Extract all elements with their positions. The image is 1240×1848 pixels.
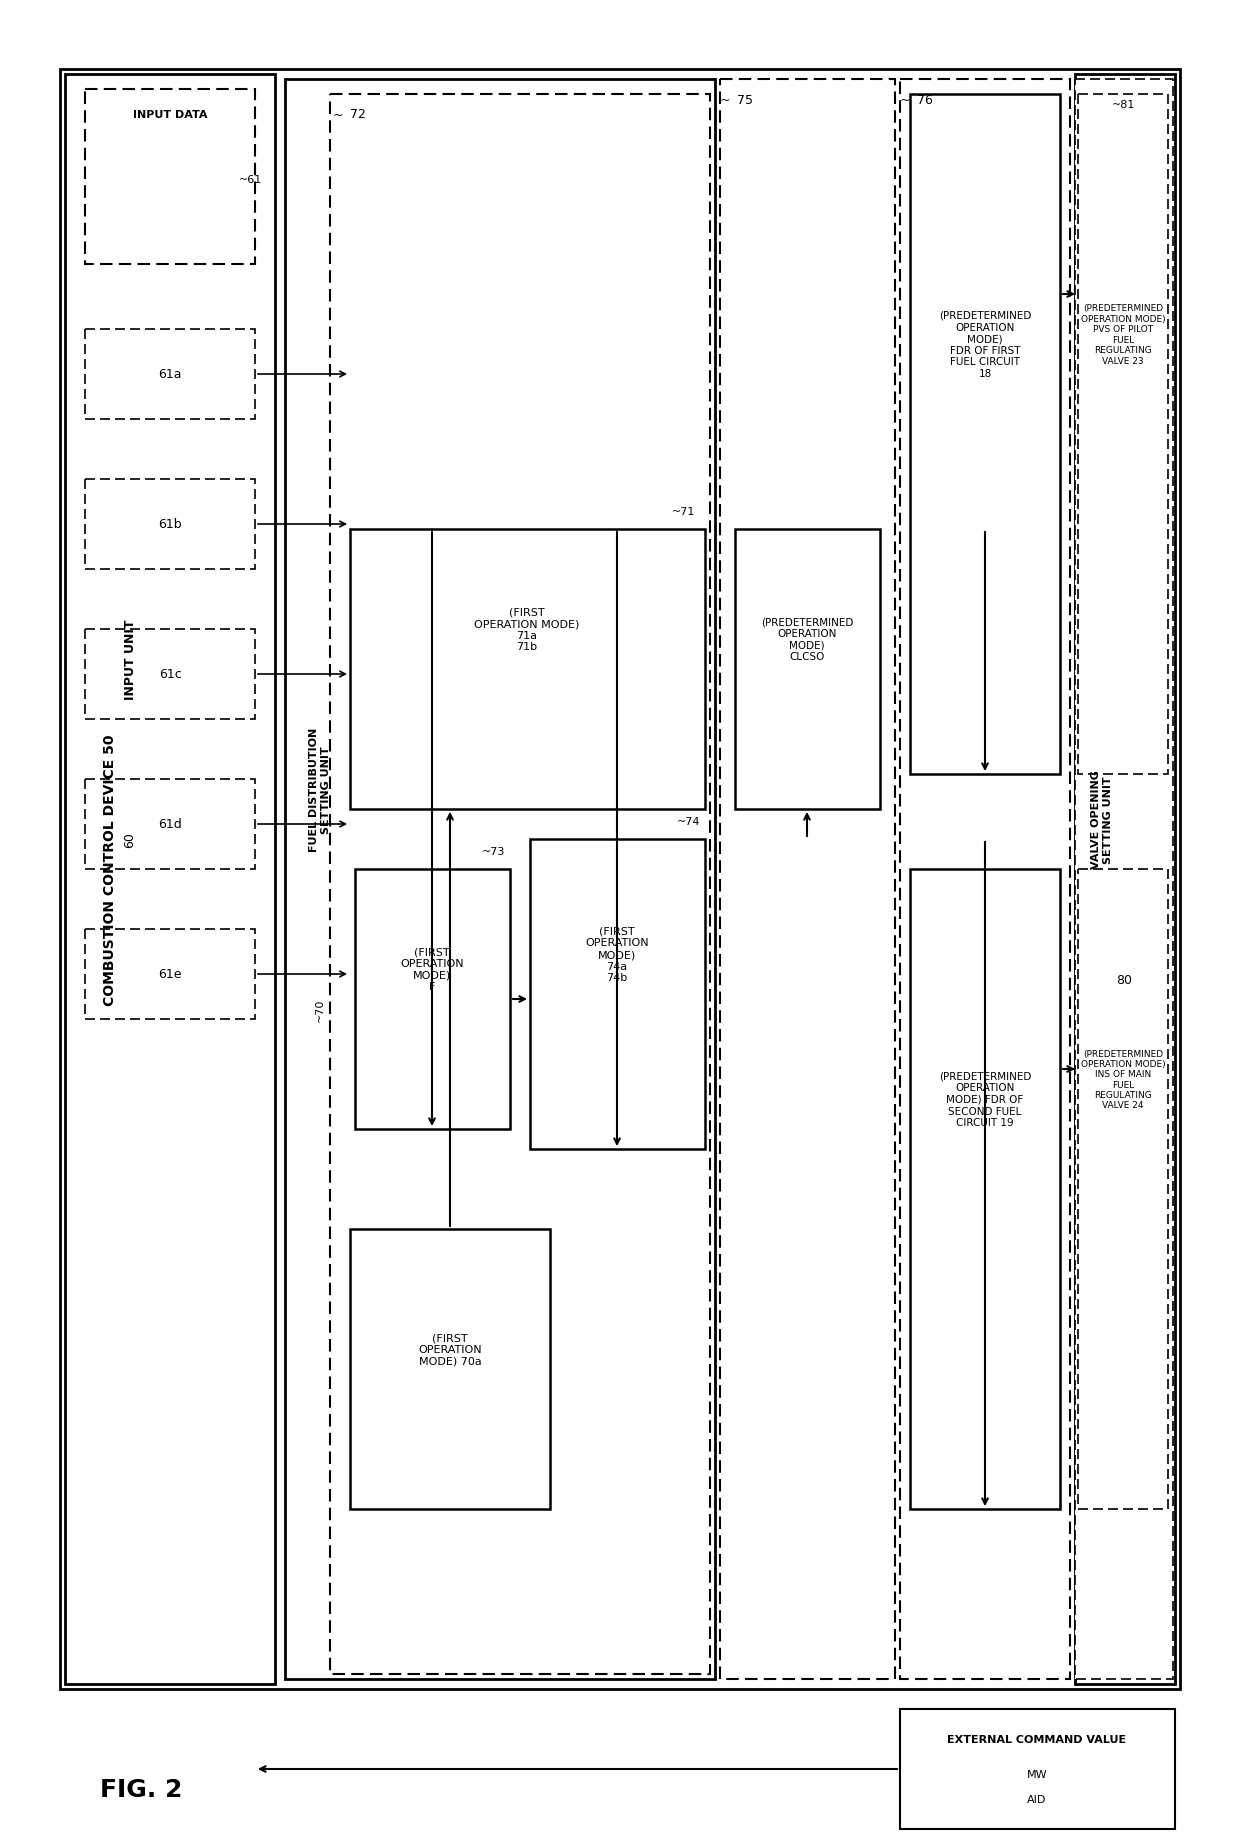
Text: ~71: ~71 — [672, 506, 694, 517]
Bar — [1075, 76, 1176, 1684]
Text: (PREDETERMINED
OPERATION
MODE)
CLCSO: (PREDETERMINED OPERATION MODE) CLCSO — [761, 617, 853, 662]
Text: (PREDETERMINED
OPERATION
MODE)
FDR OF FIRST
FUEL CIRCUIT
18: (PREDETERMINED OPERATION MODE) FDR OF FI… — [939, 310, 1032, 379]
Bar — [900, 79, 1070, 1680]
Text: 75: 75 — [737, 94, 753, 107]
Text: ~74: ~74 — [677, 817, 701, 826]
Text: (FIRST
OPERATION
MODE) 70a: (FIRST OPERATION MODE) 70a — [418, 1332, 482, 1366]
Bar — [86, 780, 255, 870]
Bar — [86, 91, 255, 264]
Text: 61c: 61c — [159, 669, 181, 682]
Bar — [64, 76, 275, 1684]
Text: ~: ~ — [332, 109, 343, 122]
Bar — [350, 530, 706, 809]
Text: FUEL DISTRIBUTION
SETTING UNIT: FUEL DISTRIBUTION SETTING UNIT — [309, 728, 331, 852]
Bar — [86, 630, 255, 719]
Text: ~: ~ — [719, 94, 730, 107]
Text: (PREDETERMINED
OPERATION
MODE) FDR OF
SECOND FUEL
CIRCUIT 19: (PREDETERMINED OPERATION MODE) FDR OF SE… — [939, 1072, 1032, 1127]
Bar — [330, 94, 711, 1674]
Text: ~70: ~70 — [315, 998, 325, 1022]
Text: (FIRST
OPERATION
MODE)
F: (FIRST OPERATION MODE) F — [401, 946, 464, 992]
Bar — [86, 329, 255, 419]
Text: EXTERNAL COMMAND VALUE: EXTERNAL COMMAND VALUE — [947, 1733, 1127, 1745]
Bar — [720, 79, 895, 1680]
Text: 61a: 61a — [159, 368, 182, 381]
Bar — [735, 530, 880, 809]
Text: (FIRST
OPERATION MODE)
71a
71b: (FIRST OPERATION MODE) 71a 71b — [475, 608, 579, 652]
Text: AID: AID — [1027, 1794, 1047, 1804]
Bar — [86, 480, 255, 569]
Bar — [355, 870, 510, 1129]
Text: INPUT DATA: INPUT DATA — [133, 109, 207, 120]
Text: (PREDETERMINED
OPERATION MODE)
PVS OF PILOT
FUEL
REGULATING
VALVE 23: (PREDETERMINED OPERATION MODE) PVS OF PI… — [1081, 305, 1166, 366]
Text: FIG. 2: FIG. 2 — [100, 1778, 182, 1802]
Bar — [529, 839, 706, 1149]
Bar — [60, 70, 1180, 1689]
Bar — [900, 1709, 1176, 1830]
Text: 80: 80 — [1116, 974, 1132, 987]
Bar — [910, 94, 1060, 774]
Text: (PREDETERMINED
OPERATION MODE)
INS OF MAIN
FUEL
REGULATING
VALVE 24: (PREDETERMINED OPERATION MODE) INS OF MA… — [1081, 1050, 1166, 1111]
Text: MW: MW — [1027, 1769, 1048, 1780]
Text: 60: 60 — [124, 832, 136, 848]
Text: (FIRST
OPERATION
MODE)
74a
74b: (FIRST OPERATION MODE) 74a 74b — [585, 926, 649, 983]
Text: 61b: 61b — [159, 517, 182, 530]
Bar — [285, 79, 715, 1680]
Bar — [1075, 79, 1173, 1680]
Text: 76: 76 — [918, 94, 932, 107]
Bar — [86, 930, 255, 1020]
Bar — [910, 870, 1060, 1510]
Text: INPUT UNIT: INPUT UNIT — [124, 619, 136, 700]
Text: ~: ~ — [900, 94, 910, 107]
Text: ~73: ~73 — [481, 846, 505, 856]
Bar — [1078, 870, 1168, 1510]
Text: COMBUSTION CONTROL DEVICE 50: COMBUSTION CONTROL DEVICE 50 — [103, 734, 117, 1005]
Text: VALVE OPENING
SETTING UNIT: VALVE OPENING SETTING UNIT — [1091, 771, 1112, 869]
Text: 61e: 61e — [159, 968, 182, 981]
Text: 72: 72 — [350, 109, 366, 122]
Text: ~61: ~61 — [238, 176, 262, 185]
Bar — [350, 1229, 551, 1510]
Bar — [1078, 94, 1168, 774]
Text: 61d: 61d — [159, 819, 182, 832]
Text: ~81: ~81 — [1112, 100, 1136, 109]
